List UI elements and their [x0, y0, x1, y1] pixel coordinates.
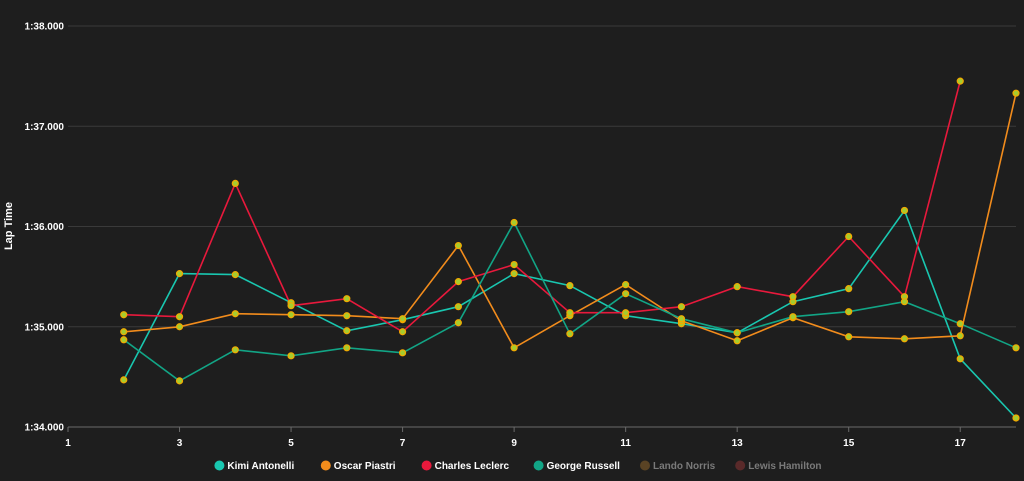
data-point: [789, 293, 797, 301]
data-point: [343, 344, 351, 352]
legend-marker: [533, 460, 544, 471]
data-point: [175, 313, 184, 321]
data-point: [510, 260, 518, 269]
series-lines: [123, 80, 1017, 419]
data-point: [510, 344, 518, 352]
legend-label: Lando Norris: [653, 461, 716, 472]
data-point: [343, 312, 351, 320]
data-point: [454, 319, 462, 327]
data-point: [1012, 89, 1020, 97]
y-tick-label: 1:35.000: [25, 322, 65, 333]
x-tick-label: 9: [511, 438, 517, 449]
series-line-charles-leclerc: [123, 80, 961, 333]
x-tick-label: 15: [843, 438, 855, 449]
data-point: [231, 271, 239, 279]
data-point: [622, 290, 630, 298]
data-point: [733, 337, 741, 345]
data-point: [566, 330, 574, 338]
data-point: [120, 328, 128, 336]
data-point: [733, 329, 741, 337]
x-tick-label: 1: [65, 438, 71, 449]
data-point: [287, 302, 295, 310]
legend-label: Lewis Hamilton: [748, 461, 821, 472]
data-point: [120, 311, 128, 319]
x-tick-label: 17: [955, 438, 967, 449]
legend-marker: [214, 460, 225, 471]
data-point: [454, 303, 462, 311]
x-tick-label: 11: [620, 438, 631, 449]
legend-label: George Russell: [547, 461, 621, 472]
axes: 1:34.000 1:35.000 1:36.000 1:37.000 1:38.000…: [25, 22, 967, 450]
data-point: [900, 206, 909, 215]
data-point: [510, 218, 518, 227]
data-point: [566, 282, 574, 290]
legend: Kimi Antonelli Oscar Piastri Charles Lecle…: [214, 460, 822, 472]
data-point: [789, 313, 797, 321]
x-tick-label: 5: [288, 438, 294, 449]
data-point: [677, 315, 686, 323]
data-point: [900, 298, 909, 306]
legend-marker: [735, 460, 746, 471]
data-point: [845, 333, 853, 341]
data-point: [287, 311, 295, 319]
data-point: [343, 295, 351, 303]
data-point: [956, 320, 964, 328]
legend-label: Charles Leclerc: [435, 461, 510, 472]
data-point: [175, 377, 184, 385]
legend-marker: [640, 460, 650, 471]
data-point: [956, 77, 964, 85]
x-tick-label: 13: [732, 438, 744, 449]
data-point: [398, 349, 407, 357]
data-point: [566, 309, 574, 317]
data-point: [677, 303, 686, 311]
y-tick-label: 1:36.000: [25, 222, 65, 233]
data-point: [120, 376, 128, 384]
y-tick-label: 1:37.000: [25, 122, 65, 133]
data-point: [231, 179, 239, 187]
data-point: [1012, 344, 1020, 352]
data-point: [1012, 414, 1020, 422]
data-point: [956, 355, 964, 363]
data-point: [900, 335, 909, 343]
data-point: [175, 270, 184, 278]
data-point: [845, 308, 853, 316]
data-point: [622, 281, 630, 289]
data-point: [231, 346, 239, 354]
data-point: [343, 327, 351, 335]
data-point: [622, 309, 630, 317]
data-point: [398, 315, 407, 323]
y-tick-label: 1:38.000: [25, 22, 65, 33]
data-point: [510, 270, 518, 278]
data-point: [733, 283, 741, 291]
data-point: [175, 323, 184, 331]
legend-marker: [421, 460, 432, 471]
data-point: [845, 232, 853, 241]
grid-lines: [68, 25, 1016, 428]
data-point: [287, 352, 295, 360]
data-point: [454, 278, 462, 286]
data-point: [845, 285, 853, 293]
data-markers: [120, 77, 1020, 422]
data-point: [398, 328, 407, 336]
series-line-george-russell: [123, 220, 1017, 382]
legend-marker: [320, 460, 331, 471]
y-tick-label: 1:34.000: [25, 423, 65, 434]
x-tick-label: 3: [177, 438, 183, 449]
data-point: [120, 336, 128, 344]
data-point: [956, 332, 964, 340]
data-point: [231, 310, 239, 318]
y-axis-label: Lap Time: [3, 202, 15, 250]
data-point: [454, 241, 462, 250]
legend-label: Kimi Antonelli: [227, 461, 294, 472]
x-tick-label: 7: [400, 438, 406, 449]
legend-label: Oscar Piastri: [334, 461, 396, 472]
